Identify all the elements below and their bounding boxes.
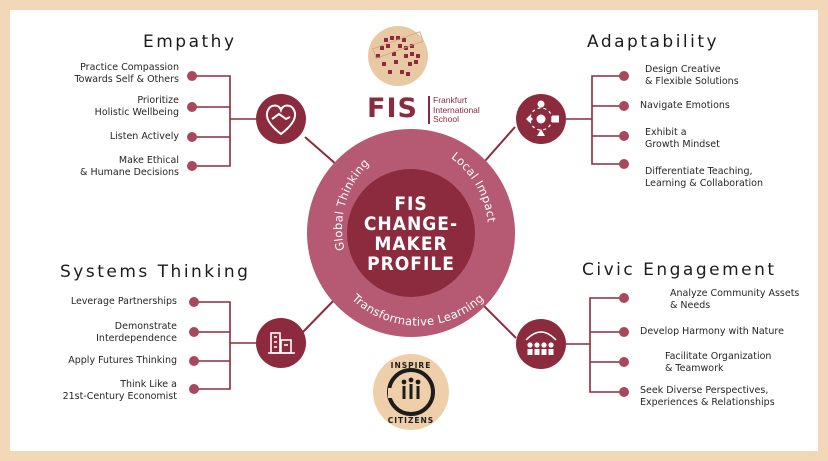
- bullet-dot: [619, 327, 629, 337]
- bullet-dots: [187, 71, 629, 397]
- badge-top-text: INSPIRE: [391, 361, 432, 370]
- bullet-dot: [189, 297, 199, 307]
- bullet-dot: [619, 293, 629, 303]
- civic-item-1: Analyze Community Assets & Needs: [670, 288, 800, 311]
- heart-handshake-icon: [265, 104, 297, 136]
- empathy-icon-circle: [256, 94, 306, 144]
- adaptability-item-3: Exhibit a Growth Mindset: [645, 127, 720, 150]
- adaptability-item-4: Differentiate Teaching, Learning & Colla…: [645, 166, 764, 189]
- heading-civic-engagement: Civic Engagement: [582, 260, 777, 280]
- adaptability-icon-circle: [516, 94, 566, 144]
- school-name: Frankfurt International School: [433, 95, 480, 124]
- heading-systems-thinking: Systems Thinking: [60, 262, 251, 282]
- empathy-item-2: Prioritize Holistic Wellbeing: [94, 95, 179, 118]
- branch-lines: [192, 75, 624, 393]
- systems-item-3: Apply Futures Thinking: [68, 355, 177, 366]
- heading-adaptability: Adaptability: [587, 32, 720, 52]
- bullet-dot: [619, 387, 629, 397]
- systems-item-1: Leverage Partnerships: [70, 296, 177, 307]
- city-buildings-icon: [268, 332, 295, 354]
- inner-circle: [347, 169, 475, 297]
- bullet-dot: [619, 131, 629, 141]
- bullet-dot: [187, 132, 197, 142]
- bullet-dot: [619, 357, 629, 367]
- empathy-item-4: Make Ethical & Humane Decisions: [80, 155, 179, 178]
- empathy-item-1: Practice Compassion Towards Self & Other…: [74, 62, 179, 85]
- bullet-dot: [619, 71, 629, 81]
- systems-icon-circle: [256, 318, 306, 368]
- systems-item-2: Demonstrate Interdependence: [96, 321, 177, 344]
- bullet-dot: [189, 327, 199, 337]
- adaptability-item-1: Design Creative & Flexible Solutions: [645, 64, 739, 87]
- adaptable-shapes-icon: [526, 100, 559, 136]
- badge-bottom-text: CITIZENS: [388, 416, 434, 425]
- adaptability-item-2: Navigate Emotions: [640, 100, 730, 111]
- bullet-dot: [619, 101, 629, 111]
- heading-empathy: Empathy: [143, 32, 237, 52]
- civic-icon-circle: [516, 319, 566, 369]
- civic-item-2: Develop Harmony with Nature: [640, 326, 784, 337]
- civic-item-3: Facilitate Organization & Teamwork: [665, 351, 772, 374]
- bullet-dot: [187, 102, 197, 112]
- systems-item-4: Think Like a 21st-Century Economist: [62, 379, 177, 402]
- fis-acronym: FIS: [367, 93, 418, 124]
- bullet-dot: [187, 161, 197, 171]
- inspire-citizens-badge: INSPIRE CITIZENS: [373, 354, 449, 430]
- center-hub: Global Thinking Local Impact Transformat…: [307, 129, 515, 337]
- bullet-dot: [189, 384, 199, 394]
- civic-item-4: Seek Diverse Perspectives, Experiences &…: [640, 385, 775, 408]
- community-people-icon: [525, 331, 557, 355]
- bullet-dot: [619, 159, 629, 169]
- globe-logo-icon: [368, 26, 428, 86]
- center-title: FIS CHANGE- MAKER PROFILE: [363, 193, 459, 275]
- logo-divider: [428, 96, 430, 124]
- bullet-dot: [189, 356, 199, 366]
- bullet-dot: [187, 71, 197, 81]
- empathy-item-3: Listen Actively: [109, 131, 179, 142]
